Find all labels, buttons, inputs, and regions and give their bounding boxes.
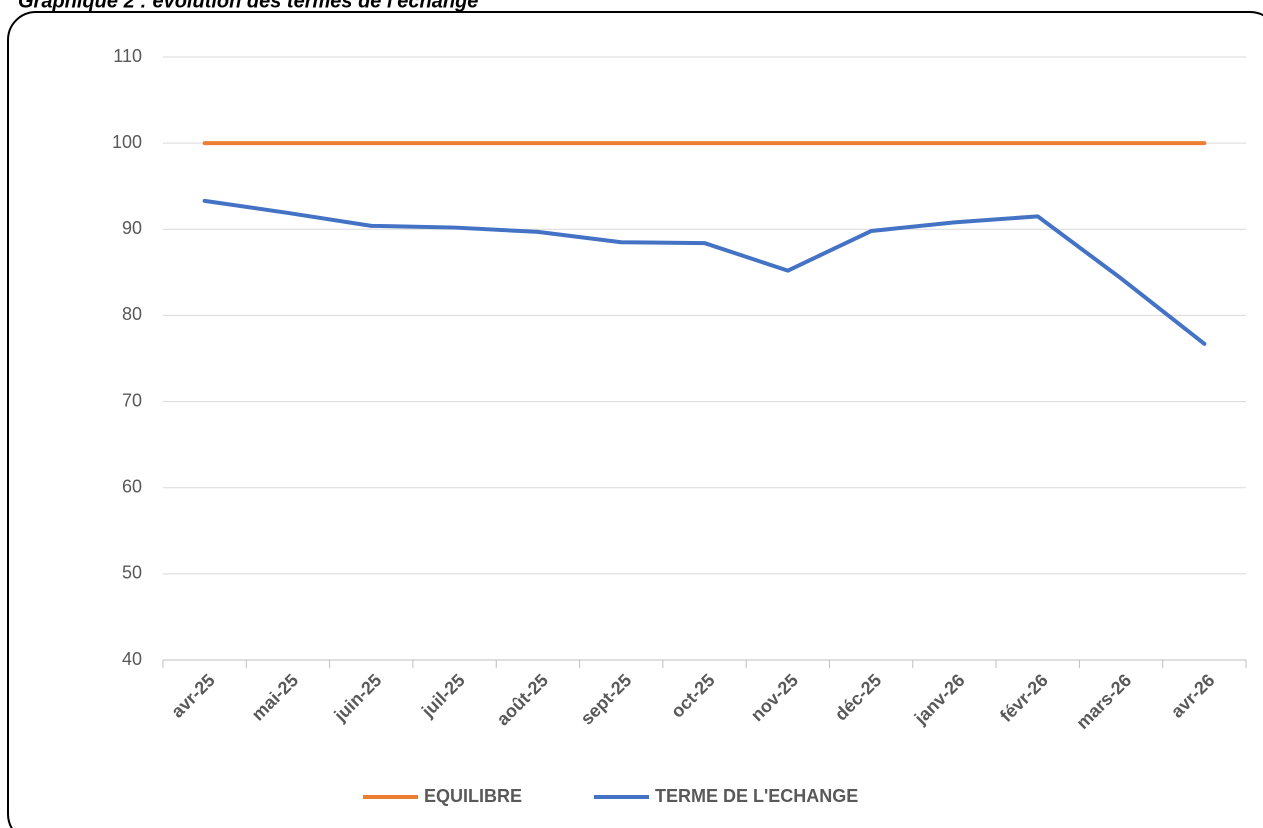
y-tick-label: 50 [122, 563, 142, 583]
series-line [202, 198, 1207, 346]
chart-frame [7, 11, 1263, 828]
legend-label: EQUILIBRE [424, 786, 522, 806]
legend-label: TERME DE L'ECHANGE [655, 786, 858, 806]
y-tick-label: 80 [122, 304, 142, 324]
y-tick-label: 110 [113, 46, 142, 66]
y-tick-label: 70 [122, 390, 142, 410]
y-tick-label: 40 [122, 649, 142, 669]
y-tick-label: 90 [122, 218, 142, 238]
y-tick-label: 100 [112, 132, 142, 152]
y-tick-label: 60 [122, 476, 142, 496]
chart-title: Graphique 2 : évolution des termes de l'… [18, 0, 478, 12]
